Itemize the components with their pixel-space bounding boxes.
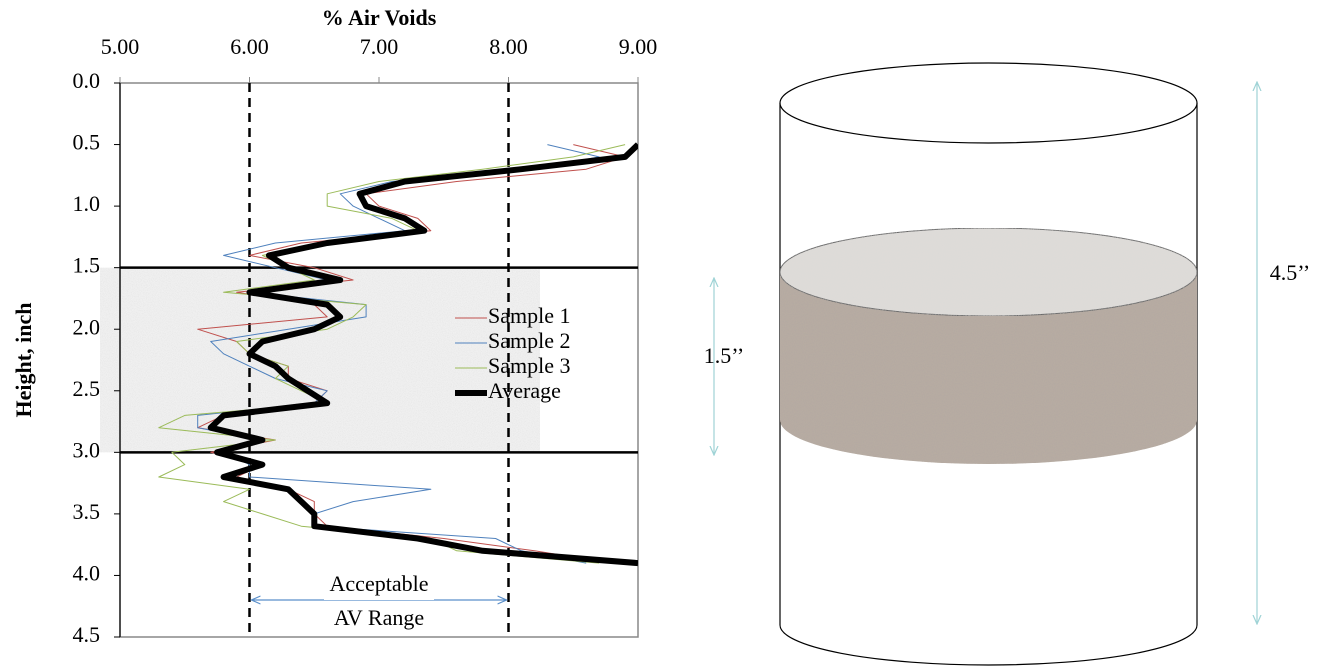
x-tick-label: 8.00 (489, 34, 528, 59)
series-line (207, 142, 638, 567)
annotation-bg (324, 572, 434, 600)
legend-label: Sample 3 (488, 353, 571, 378)
annotation-bg (324, 606, 434, 634)
y-tick-label: 0.0 (73, 68, 101, 93)
legend-label: Sample 1 (488, 303, 571, 328)
x-tick-label: 7.00 (360, 34, 399, 59)
legend-label: Average (488, 378, 561, 403)
sample-layer-top (779, 227, 1198, 317)
x-tick-label: 9.00 (619, 34, 658, 59)
total-height-label: 4.5’’ (1270, 260, 1311, 285)
x-tick-label: 6.00 (230, 34, 269, 59)
y-axis-title: Height, inch (11, 303, 36, 418)
sample-layer-side (780, 272, 1197, 465)
y-tick-label: 3.5 (73, 499, 101, 524)
annotation: AV Range (334, 605, 424, 630)
legend-label: Sample 2 (488, 328, 571, 353)
series (207, 142, 638, 567)
y-tick-label: 4.0 (73, 560, 101, 585)
y-tick-label: 1.5 (73, 253, 101, 278)
layer-shade (100, 267, 540, 453)
y-tick-label: 1.0 (73, 191, 101, 216)
x-tick-label: 5.00 (101, 34, 140, 59)
annotation: Acceptable (330, 571, 429, 596)
cylinder-body (779, 103, 1198, 666)
y-tick-label: 3.0 (73, 437, 101, 462)
plot: 5.00 6.00 7.00 8.00 9.00 0.0 0.5 1.0 1.5 2.0 2.5 3.… (73, 34, 658, 647)
y-tick-label: 2.0 (73, 314, 101, 339)
y-tick-label: 2.5 (73, 376, 101, 401)
cylinder-top (779, 62, 1198, 144)
y-tick-label: 0.5 (73, 130, 101, 155)
cylinder-diagram: 1.5’’ 4.5’’ (704, 62, 1311, 666)
y-tick-label: 4.5 (73, 622, 101, 647)
x-axis-title: % Air Voids (322, 5, 437, 30)
layer-height-label: 1.5’’ (704, 343, 745, 368)
